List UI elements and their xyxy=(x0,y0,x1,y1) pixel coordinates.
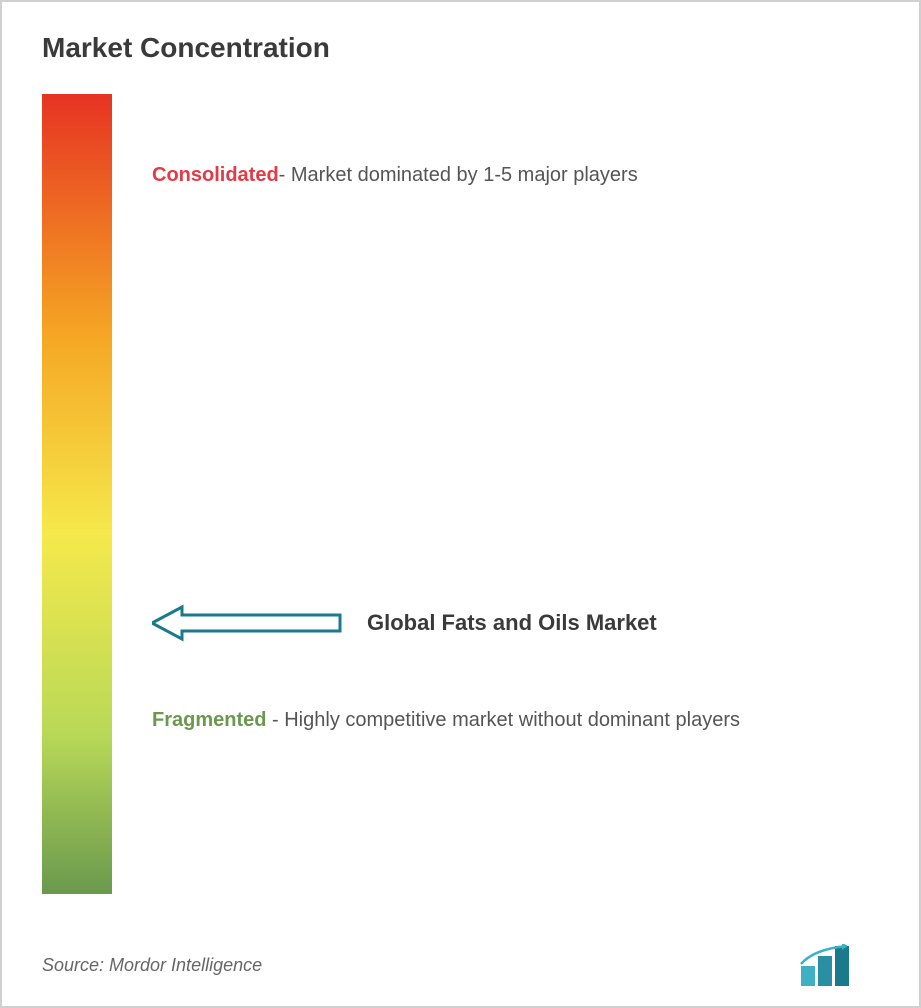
footer: Source: Mordor Intelligence xyxy=(42,944,879,986)
market-row: Global Fats and Oils Market xyxy=(152,604,859,642)
chart-container: Market Concentration Consolidated- Marke… xyxy=(0,0,921,1008)
concentration-gradient-bar xyxy=(42,94,112,894)
consolidated-text: Consolidated- Market dominated by 1-5 ma… xyxy=(152,164,638,187)
chart-title: Market Concentration xyxy=(42,32,879,64)
fragmented-description: - Highly competitive market without domi… xyxy=(266,709,740,731)
labels-area: Consolidated- Market dominated by 1-5 ma… xyxy=(112,94,879,914)
mordor-logo xyxy=(799,944,879,986)
fragmented-label: Fragmented xyxy=(152,709,266,731)
market-label: Global Fats and Oils Market xyxy=(367,610,657,636)
fragmented-row: Fragmented - Highly competitive market w… xyxy=(152,704,859,736)
consolidated-description: - Market dominated by 1-5 major players xyxy=(279,164,638,186)
consolidated-label: Consolidated xyxy=(152,164,279,186)
content-area: Consolidated- Market dominated by 1-5 ma… xyxy=(42,94,879,914)
source-text: Source: Mordor Intelligence xyxy=(42,955,262,976)
logo-bars-icon xyxy=(799,944,879,986)
left-arrow-icon xyxy=(152,604,342,642)
fragmented-text: Fragmented - Highly competitive market w… xyxy=(152,704,740,736)
consolidated-row: Consolidated- Market dominated by 1-5 ma… xyxy=(152,164,859,187)
